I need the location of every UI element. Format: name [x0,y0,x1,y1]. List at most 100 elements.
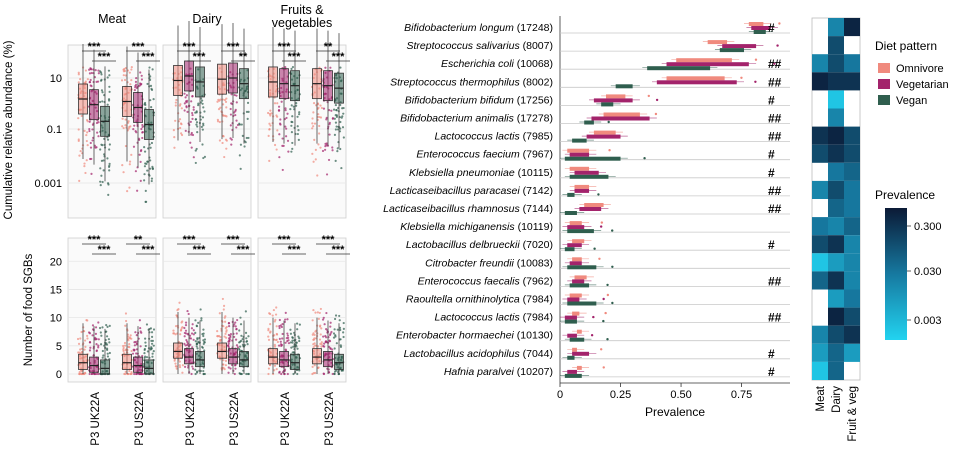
data-point [130,153,133,156]
sig-label: *** [183,41,197,53]
data-point [333,372,336,376]
species-label: Lacticaseibacillus rhamnosus (7144) [383,203,553,215]
data-point [178,301,181,304]
data-point [132,145,136,148]
legend-label: Omnivore [896,63,944,75]
data-point [102,159,105,162]
data-point [218,312,221,315]
data-point [143,179,146,182]
prevalence-bar-omnivore [569,293,582,298]
prevalence-bar-omnivore [572,311,580,316]
data-point [172,329,175,332]
outlier-point [600,221,604,224]
data-point [289,328,292,331]
data-point [291,147,294,150]
outlier-point [754,80,757,84]
species-label: Streptococcus thermophilus (8002) [390,76,553,88]
data-point [234,338,238,341]
data-point [234,113,237,117]
species-name: Escherichia coli [441,58,515,70]
data-point [143,101,147,105]
data-point [180,107,183,110]
species-id: (17248) [514,22,553,34]
species-id: (10068) [514,58,553,70]
data-point [339,147,342,151]
data-point [334,335,337,338]
data-point [148,78,152,82]
species-id: (10115) [515,167,553,179]
data-point [99,184,102,187]
data-point [235,126,238,129]
species-id: (17278) [514,113,553,125]
data-point [135,352,138,355]
data-point [338,130,342,133]
data-point [85,159,88,162]
colorbar-title: Prevalence [875,188,935,202]
data-point [267,327,270,330]
data-point [325,336,328,339]
data-point [90,71,93,75]
significance-mark: # [768,166,775,180]
data-point [269,124,272,127]
data-point [97,321,100,324]
data-point [191,113,194,117]
data-point [328,339,331,342]
sig-label: *** [332,244,346,256]
sig-label: *** [98,244,112,256]
data-point [188,334,192,337]
heatmap-cell [828,253,844,272]
data-point [336,150,339,153]
data-point [295,341,298,344]
colorbar [885,208,907,340]
data-point [196,370,199,373]
data-point [86,334,89,337]
data-point [126,333,130,336]
outlier-point [606,293,610,297]
data-point [227,371,230,374]
species-label: Klebsiella michiganensis (10119) [400,221,553,233]
box [78,353,88,370]
data-point [91,128,94,131]
data-point [287,150,290,153]
box [217,342,227,359]
data-point [108,148,111,151]
data-point [225,329,228,332]
prevalence-bar-omnivore [707,40,728,45]
data-point [85,133,88,137]
sig-label: *** [227,234,241,246]
significance-mark: ## [768,184,782,198]
data-point [322,344,325,348]
outlier-point [611,301,614,305]
data-point [194,149,197,152]
data-point [90,68,93,71]
data-point [229,367,232,370]
data-point [233,111,236,114]
data-point [185,338,188,342]
data-point [235,119,238,122]
data-point [331,348,334,351]
data-point [338,319,341,322]
box [290,353,300,370]
data-point [290,346,293,349]
data-point [201,128,204,131]
data-point [340,369,343,372]
data-point [272,308,275,312]
data-point [297,335,300,338]
data-point [223,98,227,102]
data-point [122,344,125,348]
data-point [138,153,141,156]
box [89,356,99,373]
prevalence-bar-vegan [569,283,590,288]
data-point [201,102,204,105]
x-tick-label-cohort: P3 US22A [324,392,336,446]
data-point [190,372,193,376]
outlier-point [611,229,614,232]
heatmap-column-label: Meat [815,385,827,411]
data-point [224,364,227,367]
data-point [323,342,326,345]
data-point [325,311,328,315]
data-point [322,372,325,375]
data-point [108,85,111,88]
data-point [289,341,292,344]
data-point [149,99,152,102]
